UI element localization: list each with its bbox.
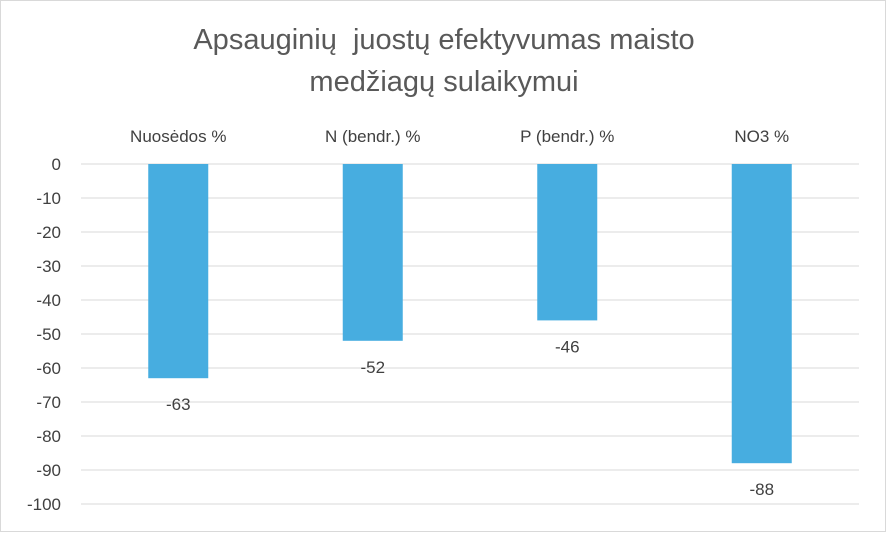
chart-title-line-2: medžiagų sulaikymui (309, 66, 579, 98)
y-tick-label: -60 (36, 359, 61, 378)
category-label: P (bendr.) % (520, 127, 614, 146)
y-tick-label: -10 (36, 189, 61, 208)
category-label: Nuosėdos % (130, 127, 226, 146)
y-tick-label: -70 (36, 393, 61, 412)
bar (731, 164, 792, 464)
data-label: -63 (166, 395, 191, 414)
y-tick-label: -50 (36, 325, 61, 344)
y-tick-label: -90 (36, 461, 61, 480)
bar (148, 164, 209, 379)
category-label: NO3 % (734, 127, 789, 146)
y-tick-label: -80 (36, 427, 61, 446)
bar (537, 164, 598, 321)
chart-title: Apsauginių juostų efektyvumas maisto med… (1, 19, 886, 103)
y-tick-label: -30 (36, 257, 61, 276)
y-tick-label: -40 (36, 291, 61, 310)
y-tick-label: -100 (27, 495, 61, 514)
data-label: -52 (360, 358, 385, 377)
chart-title-line-1: Apsauginių juostų efektyvumas maisto (193, 24, 695, 56)
data-label: -46 (555, 337, 580, 356)
data-label: -88 (749, 480, 774, 499)
y-tick-label: 0 (52, 155, 61, 174)
bar (342, 164, 403, 341)
category-label: N (bendr.) % (325, 127, 420, 146)
y-tick-label: -20 (36, 223, 61, 242)
